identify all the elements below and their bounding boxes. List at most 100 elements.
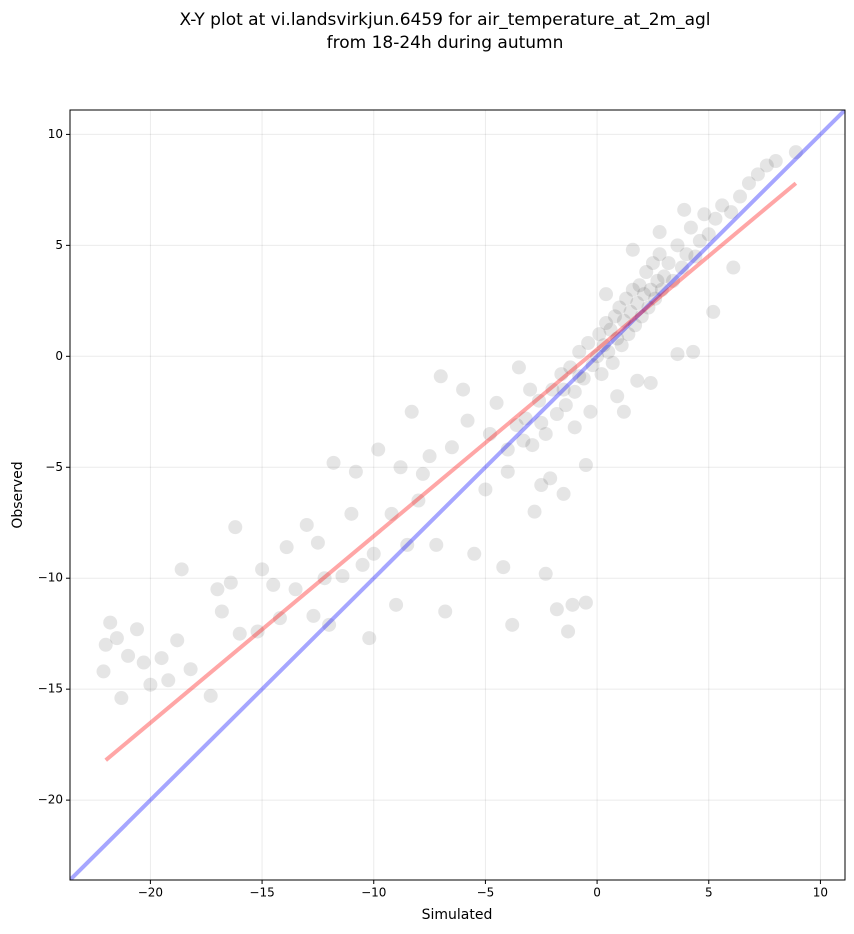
point (549, 602, 564, 617)
x-tick-label: −20 (138, 886, 163, 900)
point (505, 617, 520, 632)
point (279, 540, 294, 555)
point (525, 438, 540, 453)
point (422, 449, 437, 464)
point (643, 282, 658, 297)
point (393, 460, 408, 475)
point (567, 384, 582, 399)
point (623, 304, 638, 319)
point (549, 407, 564, 422)
point (657, 269, 672, 284)
point (545, 382, 560, 397)
y-tick-label: −10 (38, 571, 63, 585)
point (509, 418, 524, 433)
point (429, 537, 444, 552)
point (310, 535, 325, 550)
point (143, 677, 158, 692)
point (594, 367, 609, 382)
point (556, 486, 571, 501)
point (121, 648, 136, 663)
point (404, 404, 419, 419)
point (733, 189, 748, 204)
point (630, 373, 645, 388)
y-tick-label: −5 (45, 460, 63, 474)
point (567, 420, 582, 435)
y-tick-label: 0 (55, 349, 63, 363)
point (619, 291, 634, 306)
point (701, 227, 716, 242)
point (648, 291, 663, 306)
point (534, 415, 549, 430)
x-tick-label: 10 (813, 886, 828, 900)
point (750, 167, 765, 182)
point (788, 145, 803, 160)
point (632, 278, 647, 293)
chart-title: from 18-24h during autumn (327, 33, 564, 53)
point (170, 633, 185, 648)
point (715, 198, 730, 213)
point (366, 546, 381, 561)
plot-area (70, 110, 845, 880)
point (500, 442, 515, 457)
y-tick-label: −15 (38, 682, 63, 696)
point (759, 158, 774, 173)
point (538, 566, 553, 581)
point (389, 597, 404, 612)
point (636, 287, 651, 302)
point (670, 347, 685, 362)
point (661, 256, 676, 271)
point (511, 360, 526, 375)
point (576, 371, 591, 386)
point (250, 624, 265, 639)
point (214, 604, 229, 619)
point (645, 256, 660, 271)
x-tick-label: −5 (477, 886, 495, 900)
point (456, 382, 471, 397)
point (625, 282, 640, 297)
point (130, 622, 145, 637)
point (670, 238, 685, 253)
point (605, 355, 620, 370)
point (683, 220, 698, 235)
x-tick-label: 5 (705, 886, 713, 900)
point (634, 309, 649, 324)
point (478, 482, 493, 497)
point (610, 389, 625, 404)
point (590, 349, 605, 364)
point (362, 631, 377, 646)
point (581, 335, 596, 350)
point (467, 546, 482, 561)
point (543, 471, 558, 486)
point (306, 608, 321, 623)
fit-line (104, 181, 798, 762)
point (708, 211, 723, 226)
point (630, 296, 645, 311)
point (161, 673, 176, 688)
point (652, 225, 667, 240)
point (534, 478, 549, 493)
point (518, 411, 533, 426)
point (272, 611, 287, 626)
point (460, 413, 475, 428)
point (232, 626, 247, 641)
point (572, 344, 587, 359)
plot-frame (69, 109, 846, 881)
point (103, 615, 118, 630)
point (114, 691, 129, 706)
point (109, 631, 124, 646)
point (527, 504, 542, 519)
point (650, 273, 665, 288)
point (616, 404, 631, 419)
point (697, 207, 712, 222)
point (400, 537, 415, 552)
point (565, 597, 580, 612)
point (203, 688, 218, 703)
x-axis-label: Simulated (422, 907, 493, 923)
point (628, 318, 643, 333)
x-tick-label: −15 (249, 886, 274, 900)
point (599, 287, 614, 302)
point (614, 338, 629, 353)
point (768, 154, 783, 169)
point (344, 506, 359, 521)
point (621, 327, 636, 342)
